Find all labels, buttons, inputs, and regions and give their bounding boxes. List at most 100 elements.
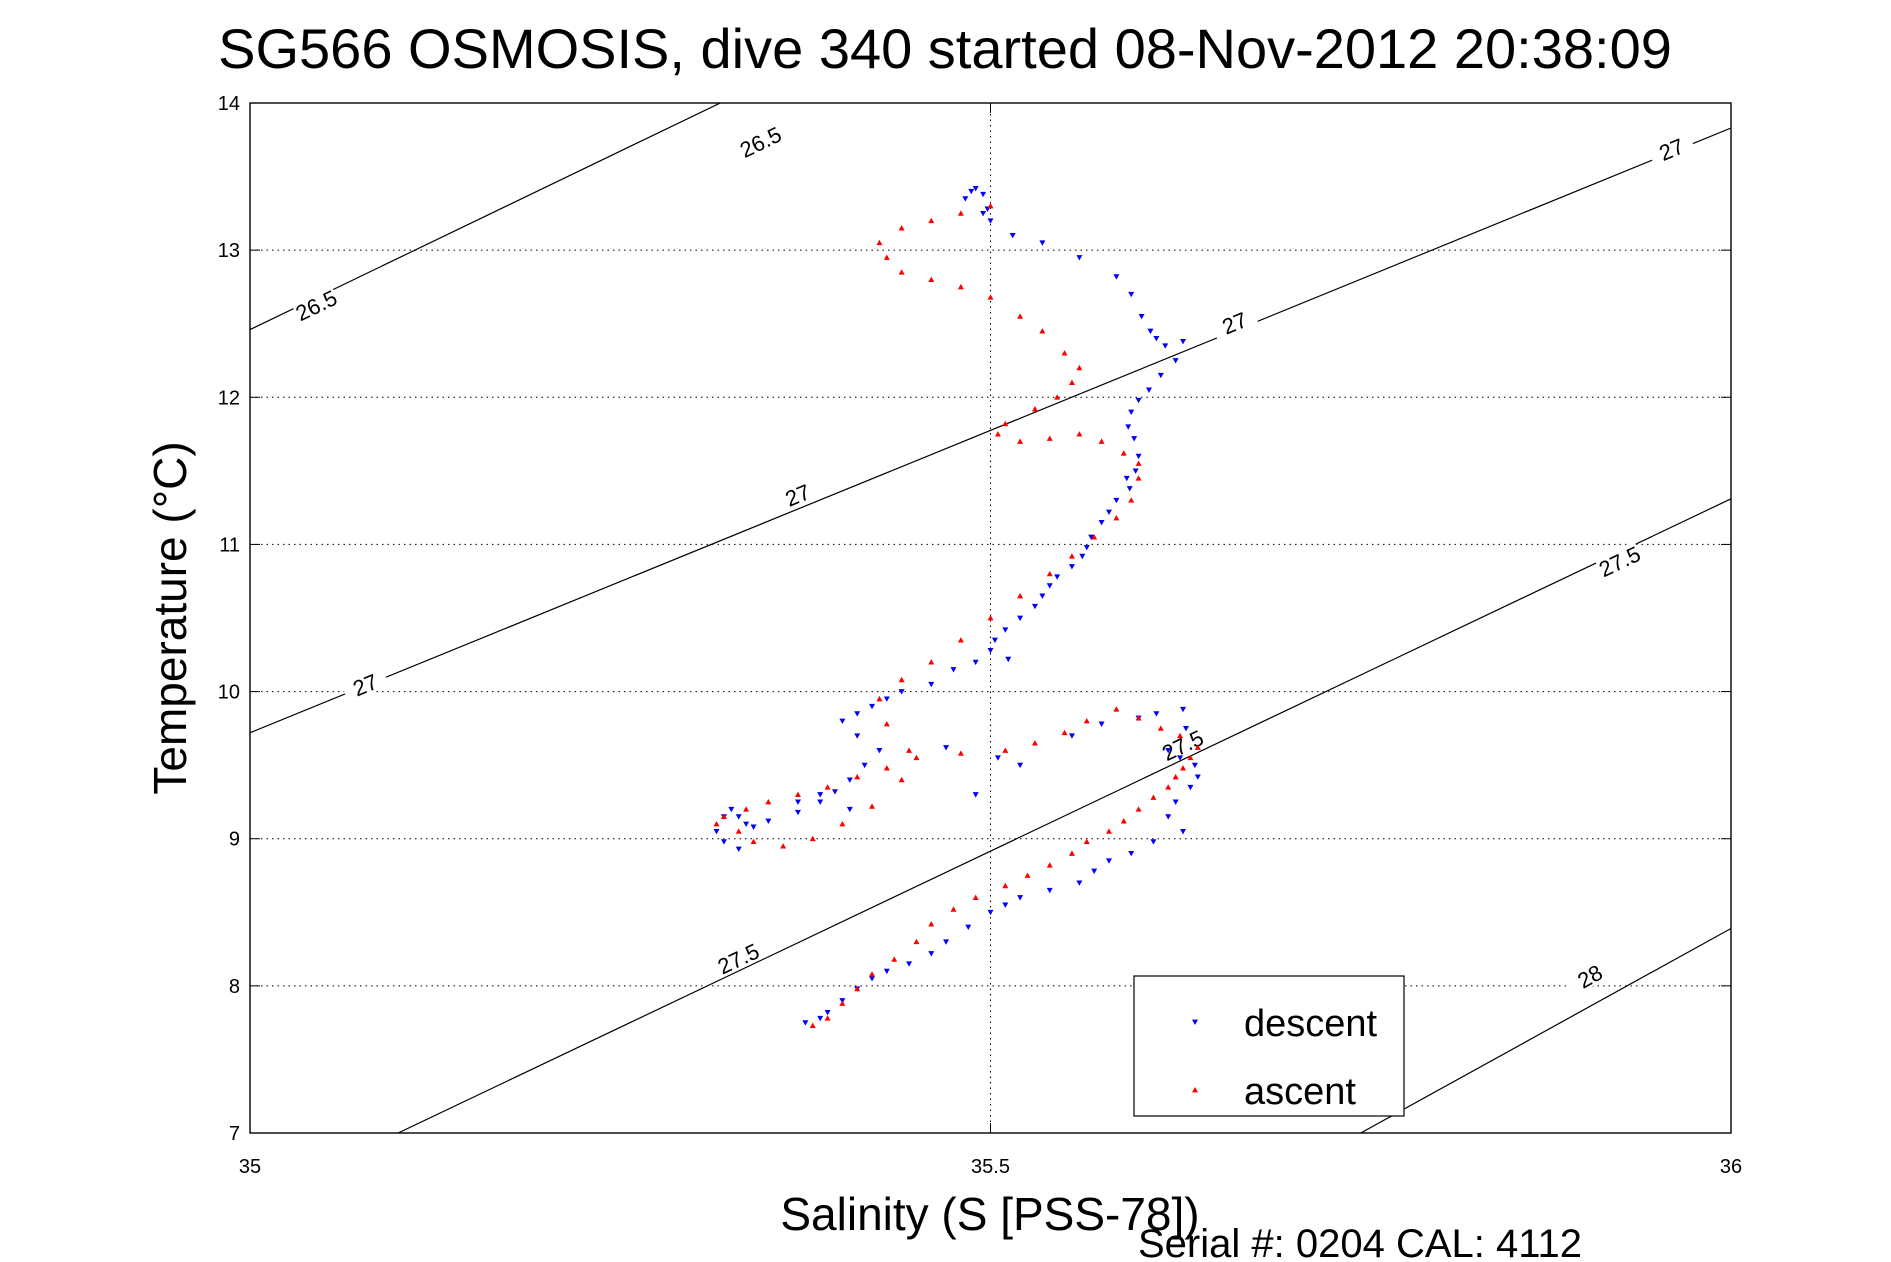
ascent-point [957,283,964,290]
descent-point [1180,828,1187,835]
descent-point [1126,486,1133,492]
ascent-point [1076,364,1083,371]
descent-point [1017,895,1024,901]
ascent-point [1177,732,1184,739]
legend: descent ascent [1133,975,1405,1117]
descent-point [1091,868,1098,875]
descent-point [794,799,801,805]
descent-point [1054,574,1061,580]
descent-point [1105,858,1112,864]
descent-point [987,218,994,224]
ascent-point [713,821,720,827]
ascent-point [987,294,994,300]
descent-point [1153,336,1160,342]
ascent-point [765,798,772,805]
y-tick-label: 12 [218,387,240,409]
descent-point [1180,706,1187,713]
descent-point [817,1015,824,1022]
descent-point [1128,409,1135,415]
ascent-point [972,894,979,900]
descent-point [869,976,876,982]
ascent-point [1002,882,1009,889]
ascent-point [854,985,861,992]
density-label-bg [1564,955,1614,996]
ascent-point [891,956,898,962]
descent-point [1105,509,1112,516]
descent-point [943,745,950,751]
ascent-point [824,784,831,790]
density-contour-line [250,127,1731,734]
descent-point [1125,424,1132,430]
ascent-point [1120,818,1127,824]
descent-point [1017,615,1024,621]
ascent-point [1017,592,1024,599]
ascent-point [928,659,935,665]
y-tick-label: 7 [229,1123,240,1145]
ascent-point [824,1015,831,1021]
ascent-point [1068,850,1075,856]
descent-point [1153,711,1160,717]
ascent-point [898,776,905,783]
ascent-point [957,750,964,756]
descent-point [1002,902,1009,908]
descent-point [1046,583,1053,589]
x-axis-ticks: 35 35.5 36 [239,103,1742,1178]
y-tick-label: 14 [218,93,240,115]
descent-point [854,733,861,739]
descent-point [928,951,935,957]
ascent-point [883,254,890,260]
ascent-point [898,225,905,231]
descent-point [1017,762,1024,769]
descent-point [876,748,883,754]
descent-point [1113,274,1120,280]
ascent-point [913,938,920,945]
ascent-point [1172,773,1179,780]
ascent-point [839,1000,846,1006]
descent-point [713,828,720,835]
descent-point [1076,880,1083,886]
ascent-point [1061,350,1068,356]
ascent-point [987,615,994,621]
ascent-point [1076,431,1083,437]
ascent-point [1128,497,1135,503]
ascent-point [898,269,905,275]
descent-point [987,647,994,654]
y-tick-label: 11 [219,534,240,556]
descent-point [846,777,853,783]
descent-point [1147,328,1154,335]
ascent-point [854,773,861,780]
descent-point [943,939,950,945]
ascent-point [1135,475,1142,481]
ascent-point [1002,747,1009,753]
ascent-point [1068,379,1075,385]
ascent-point [876,695,883,702]
ascent-point [1068,553,1075,559]
ascent-point [780,843,787,849]
ascent-point [1135,806,1142,812]
ascent-point [1135,715,1142,721]
descent-point [883,696,890,702]
ascent-point [928,276,935,282]
descent-point [950,667,957,673]
ascent-point [906,747,913,753]
ascent-point [869,971,876,977]
ascent-point [1083,718,1090,724]
descent-point [1005,656,1012,663]
ascent-point [1165,784,1172,790]
ascent-point [1017,313,1024,319]
density-label-bg [735,121,785,161]
ascent-point [876,239,883,246]
descent-point [1079,553,1086,560]
serial-cal-text: Serial #: 0204 CAL: 4112 [1138,1222,1582,1262]
ascent-point [1150,794,1157,800]
density-label-bg [1594,540,1644,580]
ascent-point [1194,744,1201,750]
ascent-point [1135,460,1142,466]
ascent-point [1031,740,1038,746]
descent-point [1177,755,1184,761]
descent-point [1009,233,1016,239]
descent-point [962,196,969,202]
descent-point [1128,291,1135,298]
y-tick-label: 8 [229,976,240,998]
descent-point [1031,603,1038,610]
